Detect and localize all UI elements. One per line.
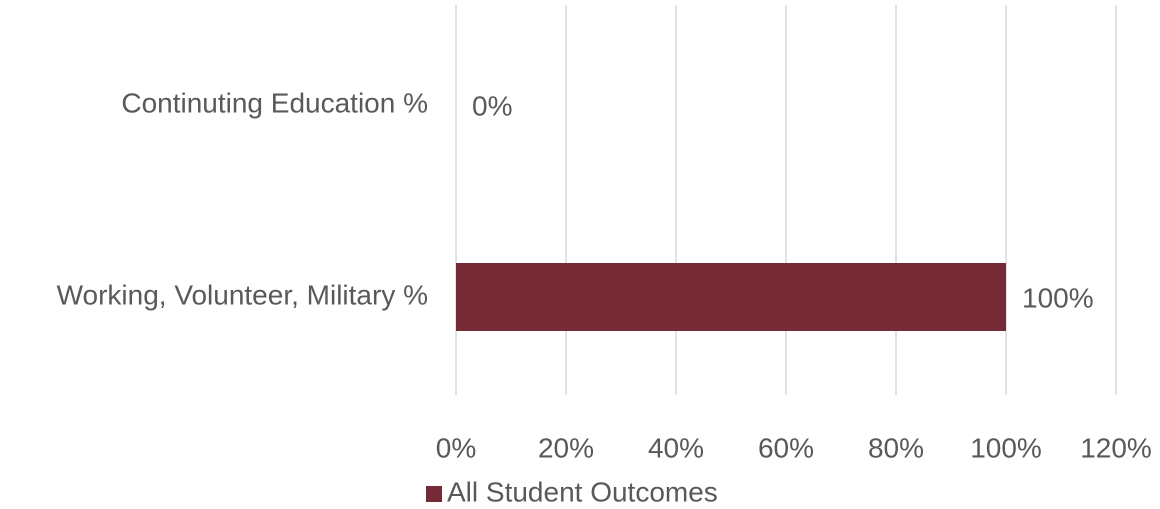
category-label: Continuting Education % bbox=[121, 87, 428, 118]
data-labels: 0% 100% bbox=[472, 90, 1094, 313]
x-tick-label: 60% bbox=[758, 432, 814, 463]
bars bbox=[456, 263, 1006, 331]
bar bbox=[456, 263, 1006, 331]
category-labels: Continuting Education % Working, Voluntee… bbox=[57, 87, 428, 310]
x-tick-label: 40% bbox=[648, 432, 704, 463]
gridlines bbox=[455, 5, 1117, 395]
category-label: Working, Volunteer, Military % bbox=[57, 279, 428, 310]
data-label: 100% bbox=[1022, 282, 1094, 313]
data-label: 0% bbox=[472, 90, 512, 121]
legend: All Student Outcomes bbox=[426, 476, 718, 507]
x-tick-label: 80% bbox=[868, 432, 924, 463]
legend-swatch bbox=[426, 486, 442, 502]
x-axis-tick-labels: 0% 20% 40% 60% 80% 100% 120% bbox=[436, 432, 1152, 463]
x-tick-label: 100% bbox=[970, 432, 1042, 463]
x-tick-label: 0% bbox=[436, 432, 476, 463]
x-tick-label: 20% bbox=[538, 432, 594, 463]
x-tick-label: 120% bbox=[1080, 432, 1152, 463]
legend-label: All Student Outcomes bbox=[447, 476, 718, 507]
